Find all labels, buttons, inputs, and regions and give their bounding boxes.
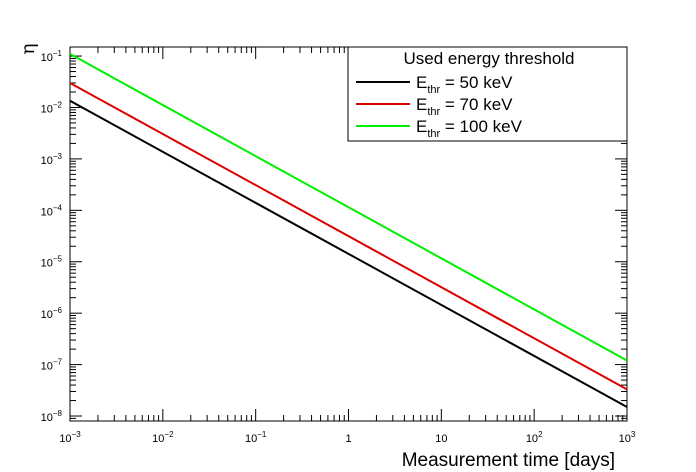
x-tick-label: 102 [526, 430, 543, 445]
legend-label-2: Ethr = 70 keV [416, 95, 513, 118]
y-tick-label: 10−1 [41, 49, 63, 64]
y-tick-label: 10−8 [41, 409, 63, 424]
y-tick-label: 10−6 [41, 306, 63, 321]
y-axis-title: η [17, 43, 39, 54]
y-tick-label: 10−4 [41, 203, 63, 218]
y-tick-label: 10−7 [41, 358, 63, 373]
y-axis-tick-labels: 10−8 10−7 10−6 10−5 10−4 10−3 10−2 10−1 [41, 49, 63, 424]
x-axis-title: Measurement time [days] [402, 450, 615, 471]
series-lines [69, 53, 628, 408]
y-tick-label: 10−3 [41, 152, 63, 167]
x-tick-label: 10−1 [245, 430, 267, 445]
x-axis-tick-labels: 10−3 10−2 10−1 1 10 102 103 [59, 430, 636, 445]
series-line-1 [69, 99, 628, 408]
x-tick-label: 10−2 [152, 430, 174, 445]
series-line-2 [69, 82, 628, 391]
x-tick-label: 103 [619, 430, 636, 445]
y-tick-label: 10−2 [41, 100, 63, 115]
x-tick-label: 1 [345, 433, 351, 445]
legend: Used energy threshold Ethr = 50 keVEthr … [347, 46, 628, 142]
x-tick-label: 10 [435, 433, 447, 445]
x-tick-label: 10−3 [59, 430, 81, 445]
legend-title: Used energy threshold [403, 49, 574, 68]
legend-label-1: Ethr = 50 keV [416, 73, 513, 96]
y-tick-label: 10−5 [41, 255, 63, 270]
series-line-3 [69, 53, 628, 362]
legend-label-3: Ethr = 100 keV [416, 117, 523, 140]
